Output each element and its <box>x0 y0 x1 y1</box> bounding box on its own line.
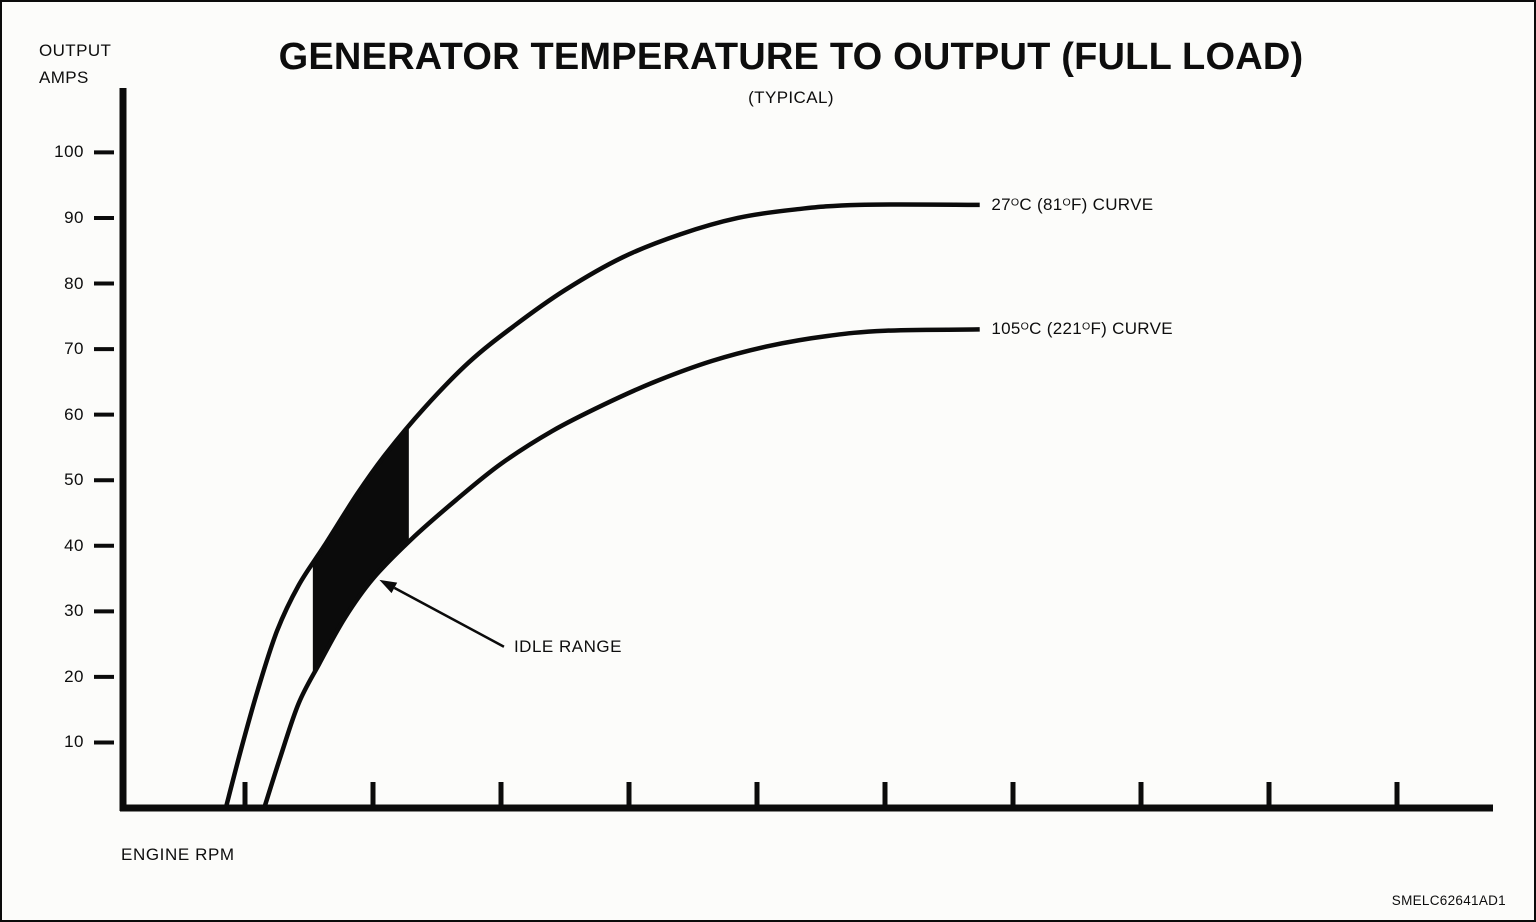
document-code: SMELC62641AD1 <box>1391 893 1506 908</box>
y-tick-label: 60 <box>64 404 84 424</box>
y-tick-label: 20 <box>64 666 84 686</box>
y-tick-label: 90 <box>64 207 84 227</box>
idle-range-leader-line <box>393 586 505 648</box>
y-tick-label: 30 <box>64 601 84 621</box>
y-axis-label: OUTPUT AMPS <box>39 37 111 91</box>
idle-range-region <box>312 426 409 677</box>
curve-label-0: 27OC (81OF) CURVE <box>991 194 1154 214</box>
y-tick-label: 70 <box>64 339 84 359</box>
curve-label-1: 105OC (221OF) CURVE <box>991 319 1173 339</box>
curve-0 <box>223 202 980 809</box>
x-axis-label: ENGINE RPM <box>121 845 235 864</box>
y-tick-label: 80 <box>64 273 84 293</box>
y-tick-label: 100 <box>54 142 84 162</box>
y-axis-label-line2: AMPS <box>39 68 89 87</box>
y-axis-label-line1: OUTPUT <box>39 41 112 60</box>
curve-1 <box>262 327 980 809</box>
y-tick-label: 40 <box>64 535 84 555</box>
y-tick-label: 50 <box>64 470 84 490</box>
chart-title: GENERATOR TEMPERATURE TO OUTPUT (FULL LO… <box>278 36 1304 78</box>
y-tick-label: 10 <box>64 732 84 752</box>
idle-range-label: IDLE RANGE <box>513 636 622 656</box>
chart-subtitle: (TYPICAL) <box>748 88 834 107</box>
idle-range-arrowhead <box>379 579 398 594</box>
